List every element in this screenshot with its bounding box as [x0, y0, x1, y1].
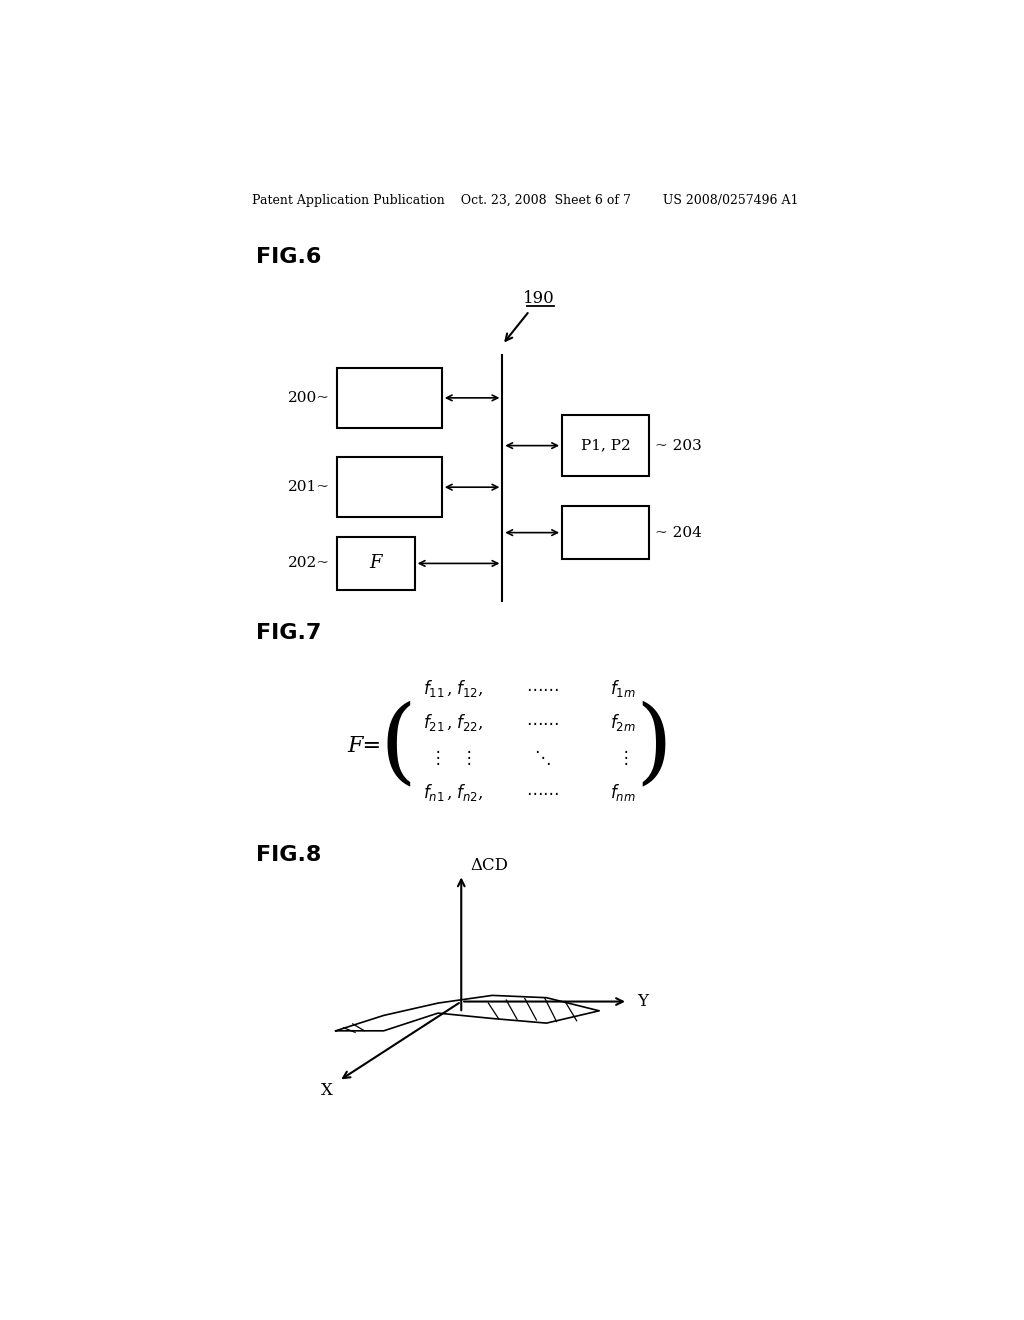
Text: $f_{n1}$: $f_{n1}$ [423, 781, 444, 803]
Text: 201~: 201~ [288, 480, 330, 494]
Text: $f_{11}$: $f_{11}$ [423, 677, 445, 698]
Text: $f_{2m}$: $f_{2m}$ [609, 713, 635, 734]
Text: Y: Y [637, 993, 648, 1010]
Text: $f_{nm}$: $f_{nm}$ [609, 781, 635, 803]
Text: P1, P2: P1, P2 [581, 438, 631, 453]
Text: $f_{1m}$: $f_{1m}$ [609, 677, 635, 698]
FancyBboxPatch shape [337, 368, 442, 428]
Text: $\vdots$: $\vdots$ [616, 748, 628, 767]
Text: $\ddots$: $\ddots$ [535, 748, 551, 767]
Text: FIG.7: FIG.7 [256, 623, 322, 643]
Text: ~ 204: ~ 204 [655, 525, 701, 540]
Text: F=: F= [347, 734, 381, 756]
Text: $f_{21}$: $f_{21}$ [423, 713, 445, 734]
Text: $\vdots$: $\vdots$ [460, 748, 471, 767]
Text: X: X [322, 1082, 333, 1100]
FancyBboxPatch shape [337, 537, 415, 590]
Text: $\cdots\cdots$: $\cdots\cdots$ [526, 784, 559, 801]
FancyBboxPatch shape [562, 414, 649, 477]
Text: ~ 203: ~ 203 [655, 438, 701, 453]
Text: , $f_{22}$,: , $f_{22}$, [446, 713, 484, 734]
Polygon shape [336, 995, 599, 1031]
Text: $\cdots\cdots$: $\cdots\cdots$ [526, 680, 559, 697]
Text: 200~: 200~ [288, 391, 330, 405]
Text: ): ) [635, 701, 672, 791]
Text: FIG.6: FIG.6 [256, 247, 322, 267]
Text: 190: 190 [523, 290, 555, 308]
Text: (: ( [379, 701, 416, 791]
Text: FIG.8: FIG.8 [256, 845, 322, 865]
FancyBboxPatch shape [562, 507, 649, 558]
Text: $\cdots\cdots$: $\cdots\cdots$ [526, 714, 559, 731]
Text: Patent Application Publication    Oct. 23, 2008  Sheet 6 of 7        US 2008/025: Patent Application Publication Oct. 23, … [252, 194, 798, 207]
Text: $\vdots$: $\vdots$ [429, 748, 439, 767]
FancyBboxPatch shape [337, 457, 442, 517]
Text: , $f_{n2}$,: , $f_{n2}$, [446, 781, 484, 803]
Text: ΔCD: ΔCD [471, 857, 509, 874]
Text: F: F [370, 554, 382, 573]
Text: 202~: 202~ [288, 557, 330, 570]
Text: , $f_{12}$,: , $f_{12}$, [446, 677, 484, 698]
